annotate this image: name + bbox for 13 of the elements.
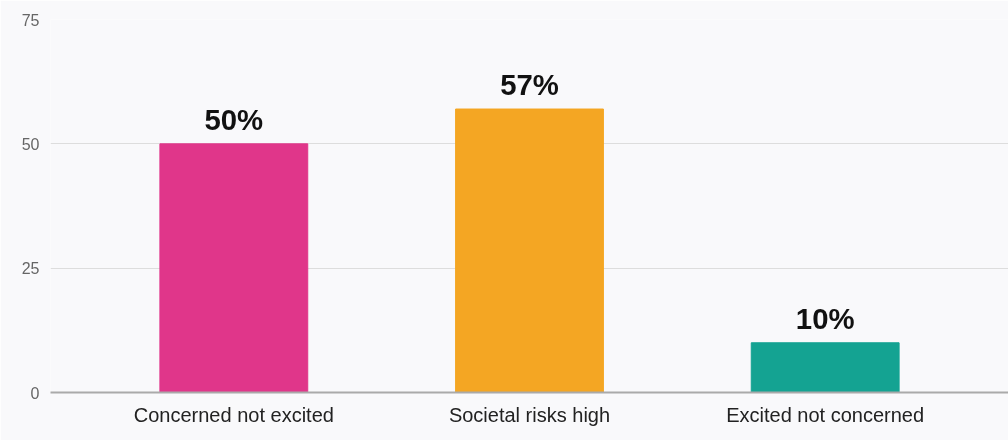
x-tick-label: Excited not concerned: [726, 403, 925, 426]
bar: [455, 108, 604, 393]
y-tick-label: 50: [21, 135, 40, 153]
y-tick-label: 75: [21, 11, 40, 29]
y-tick-label: 0: [30, 384, 40, 402]
data-label: 50%: [204, 102, 264, 136]
bar: [750, 342, 900, 393]
x-tick-label: Societal risks high: [448, 403, 611, 426]
data-label: 57%: [500, 68, 559, 102]
bar: [159, 143, 309, 393]
y-tick-label: 25: [21, 260, 40, 278]
data-label: 10%: [795, 301, 855, 335]
x-tick-label: Concerned not excited: [133, 403, 334, 426]
